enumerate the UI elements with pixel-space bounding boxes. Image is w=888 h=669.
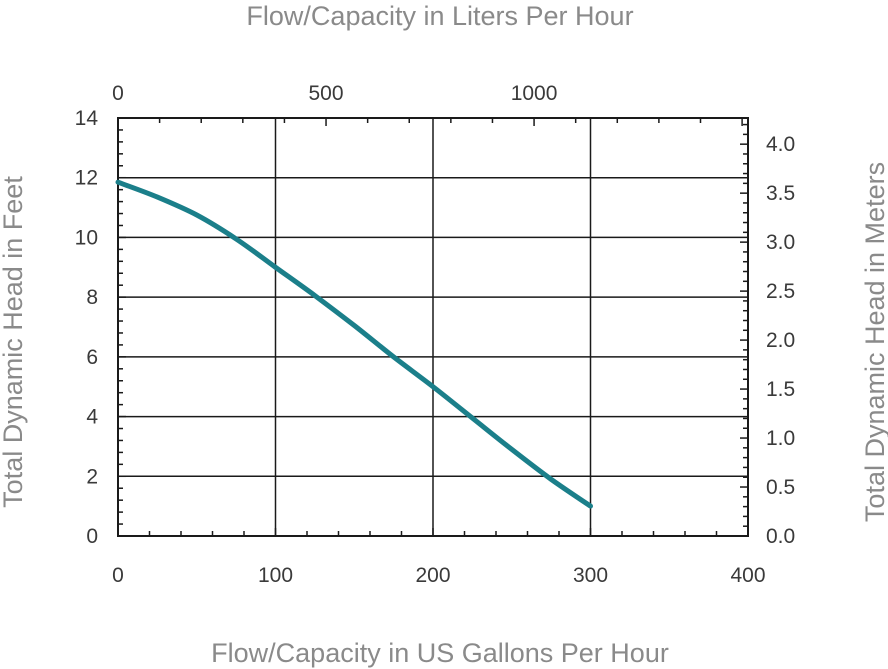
bottom-axis-tick-label: 0 [112, 564, 124, 587]
top-axis-tick-label: 500 [309, 82, 344, 105]
right-axis-tick-label: 2.5 [766, 280, 795, 303]
bottom-axis-tick-label: 100 [258, 564, 293, 587]
right-axis-tick-label: 1.0 [766, 427, 795, 450]
left-axis-tick-label: 0 [86, 525, 98, 548]
top-axis-title: Flow/Capacity in Liters Per Hour [246, 1, 633, 31]
left-axis-tick-label: 2 [86, 465, 98, 488]
tick-labels: 0 100 200 300 400 0 500 1000 0 2 4 6 8 10 12 14 0.0 0.5 1.… [75, 82, 796, 587]
left-axis-tick-label: 14 [75, 107, 99, 130]
performance-curve-line [115, 179, 593, 509]
bottom-axis-tick-label: 400 [730, 564, 765, 587]
right-axis-tick-label: 1.5 [766, 378, 795, 401]
left-axis-title: Total Dynamic Head in Feet [0, 176, 28, 508]
bottom-axis-tick-label: 300 [573, 564, 608, 587]
plot-frame [117, 117, 749, 537]
right-axis-tick-label: 0.0 [766, 525, 795, 548]
right-axis-title: Total Dynamic Head in Meters [860, 162, 888, 522]
right-axis-tick-label: 3.5 [766, 182, 795, 205]
bottom-axis-title: Flow/Capacity in US Gallons Per Hour [211, 638, 669, 668]
right-axis-tick-label: 4.0 [766, 133, 795, 156]
left-axis-tick-label: 8 [86, 286, 98, 309]
top-axis-tick-label: 1000 [511, 82, 558, 105]
right-axis-tick-label: 0.5 [766, 476, 795, 499]
top-axis-tick-label: 0 [112, 82, 124, 105]
series-layer [115, 179, 593, 509]
left-axis-tick-label: 10 [75, 226, 98, 249]
left-axis-tick-label: 12 [75, 167, 98, 190]
left-axis-tick-label: 4 [86, 406, 98, 429]
left-axis-tick-label: 6 [86, 346, 98, 369]
right-axis-tick-label: 3.0 [766, 231, 795, 254]
bottom-axis-tick-label: 200 [415, 564, 450, 587]
right-axis-tick-label: 2.0 [766, 329, 795, 352]
grid-layer [118, 118, 748, 536]
